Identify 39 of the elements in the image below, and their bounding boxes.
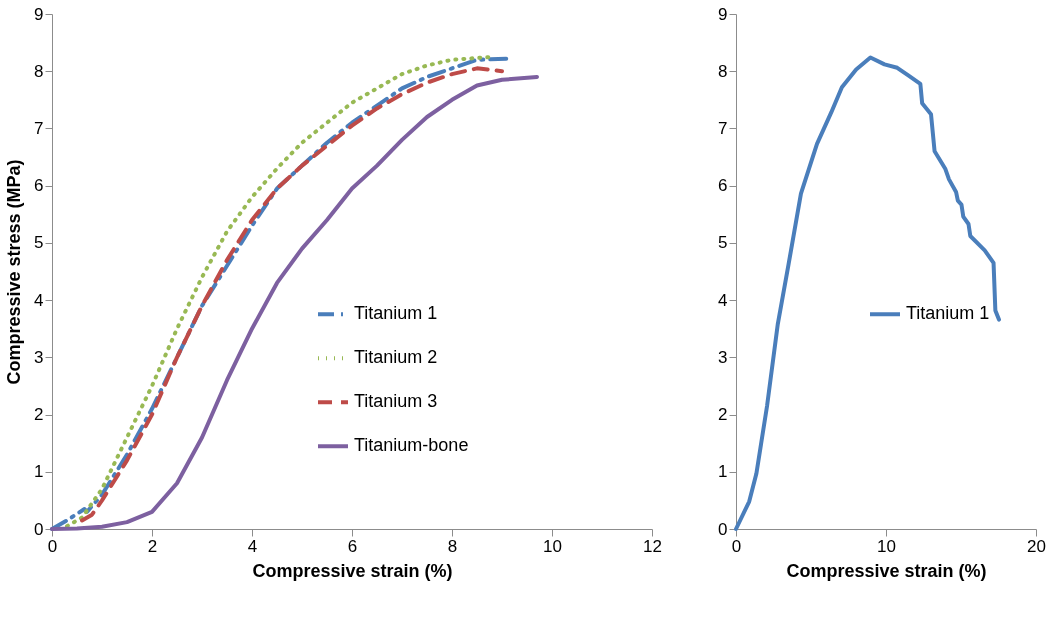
x-tick-label: 10: [543, 536, 562, 556]
y-tick-label: 6: [34, 176, 44, 196]
y-tick-label: 0: [718, 519, 728, 539]
y-tick-label: 9: [718, 4, 728, 24]
line-series: [734, 55, 1001, 531]
y-tick-label: 3: [34, 347, 44, 367]
legend-label: Titanium 1: [906, 303, 990, 324]
x-tick-label: 12: [643, 536, 662, 556]
x-tick-label: 8: [447, 536, 458, 556]
y-tick-label: 9: [34, 4, 44, 24]
x-tick-label: 2: [147, 536, 158, 556]
y-tick-label: 2: [718, 405, 728, 425]
x-axis-title: Compressive strain (%): [786, 560, 987, 581]
y-tick-label: 1: [34, 462, 44, 482]
x-axis-title: Compressive strain (%): [252, 560, 453, 581]
y-tick-label: 3: [718, 347, 728, 367]
legend-label: Titanium-bone: [354, 435, 469, 456]
legend-label: Titanium 2: [354, 347, 438, 368]
x-tick-label: 0: [731, 536, 742, 556]
legend-label: Titanium 1: [354, 303, 438, 324]
x-tick-label: 20: [1027, 536, 1046, 556]
y-tick-label: 0: [34, 519, 44, 539]
y-tick-label: 8: [34, 61, 44, 81]
x-tick-label: 4: [247, 536, 258, 556]
y-tick-label: 1: [718, 462, 728, 482]
y-tick-label: 6: [718, 176, 728, 196]
y-tick-label: 4: [34, 290, 44, 310]
y-tick-label: 4: [718, 290, 728, 310]
y-tick-label: 7: [34, 118, 44, 138]
y-tick-label: 5: [34, 233, 44, 253]
x-tick-label: 6: [347, 536, 358, 556]
y-tick-label: 7: [718, 118, 728, 138]
y-tick-label: 2: [34, 405, 44, 425]
y-tick-label: 5: [718, 233, 728, 253]
legend-label: Titanium 3: [354, 391, 438, 412]
y-tick-label: 8: [718, 61, 728, 81]
x-tick-label: 0: [47, 536, 58, 556]
x-tick-label: 10: [877, 536, 896, 556]
y-axis-title: Compressive stress (MPa): [4, 159, 25, 385]
